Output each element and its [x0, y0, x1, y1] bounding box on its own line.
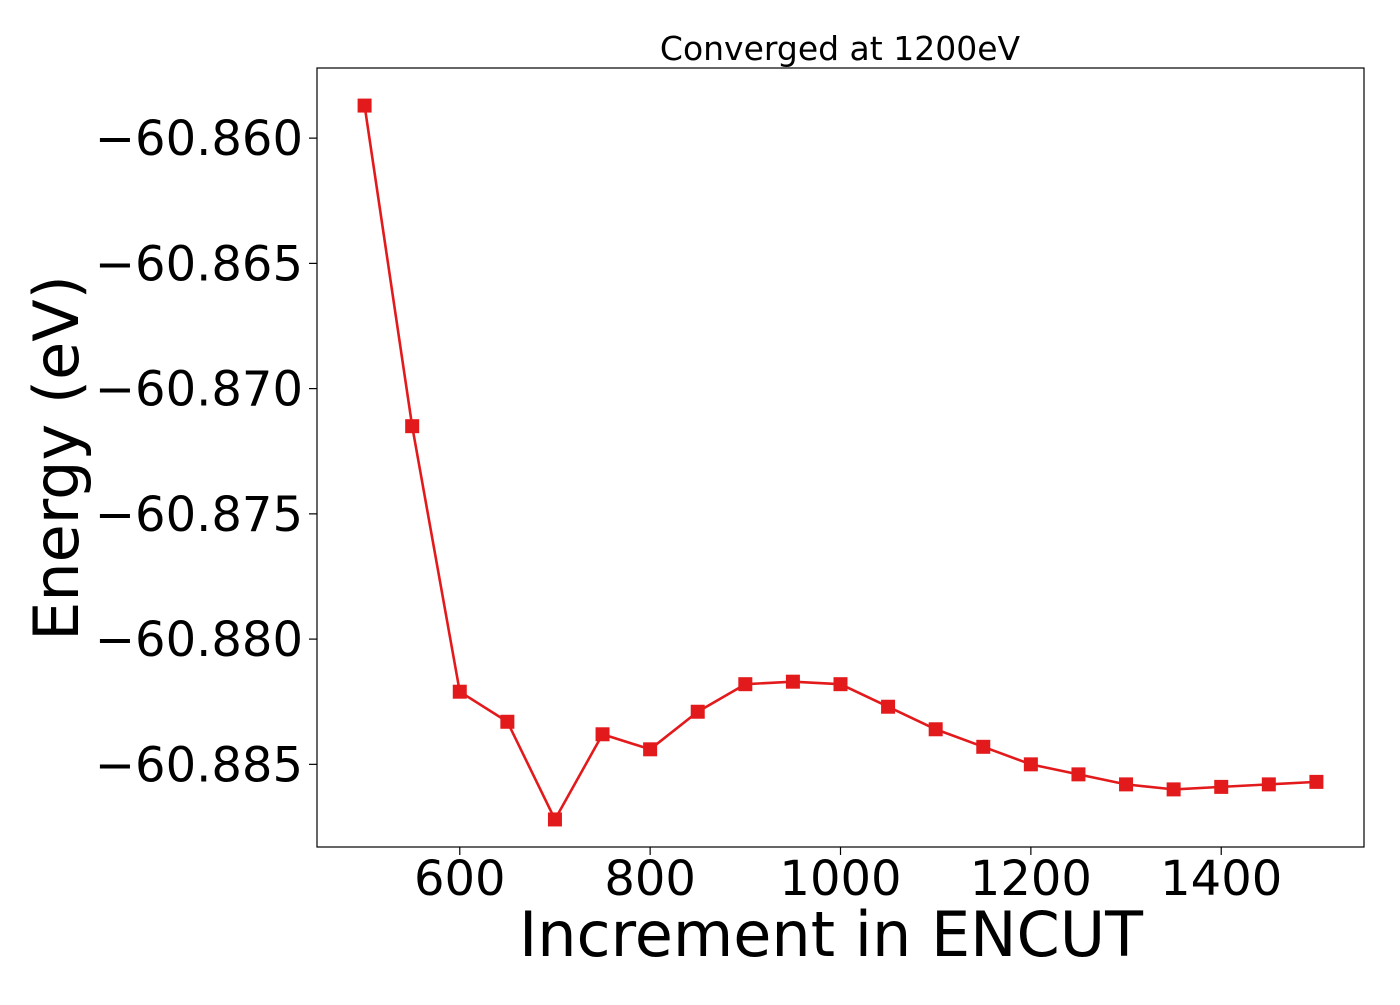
data-point-marker	[500, 714, 515, 729]
y-axis-ticks: −60.860 −60.865 −60.870 −60.875 −60.880 −60.8…	[95, 111, 317, 793]
y-tick-label: −60.875	[95, 487, 303, 543]
data-point-marker	[690, 704, 705, 719]
plot-area	[357, 98, 1324, 827]
y-axis-label: Energy (eV)	[20, 275, 93, 641]
data-point-marker	[1119, 777, 1134, 792]
data-point-marker	[1309, 774, 1324, 789]
data-point-marker	[928, 722, 943, 737]
data-point-marker	[405, 419, 420, 434]
x-tick-label: 800	[604, 851, 696, 907]
data-point-marker	[1023, 757, 1038, 772]
data-point-marker	[595, 727, 610, 742]
data-point-marker	[452, 684, 467, 699]
x-axis-ticks: 600 800 1000 1200 1400	[414, 847, 1282, 907]
y-tick-label: −60.870	[95, 362, 303, 418]
x-tick-label: 1000	[779, 851, 901, 907]
chart-title: Converged at 1200eV	[660, 29, 1021, 68]
y-tick-label: −60.860	[95, 111, 303, 167]
data-point-marker	[1166, 782, 1181, 797]
y-tick-label: −60.865	[95, 236, 303, 292]
data-point-marker	[1071, 767, 1086, 782]
y-tick-label: −60.885	[95, 737, 303, 793]
data-point-marker	[1214, 779, 1229, 794]
data-point-marker	[547, 812, 562, 827]
data-point-marker	[785, 674, 800, 689]
data-point-marker	[357, 98, 372, 113]
x-tick-label: 1400	[1160, 851, 1282, 907]
data-point-marker	[833, 677, 848, 692]
data-point-marker	[738, 677, 753, 692]
data-point-marker	[1261, 777, 1276, 792]
x-tick-label: 1200	[970, 851, 1092, 907]
data-point-marker	[881, 699, 896, 714]
data-point-marker	[976, 739, 991, 754]
data-point-marker	[643, 742, 658, 757]
x-tick-label: 600	[414, 851, 506, 907]
x-axis-label: Increment in ENCUT	[519, 898, 1144, 971]
y-tick-label: −60.880	[95, 612, 303, 668]
